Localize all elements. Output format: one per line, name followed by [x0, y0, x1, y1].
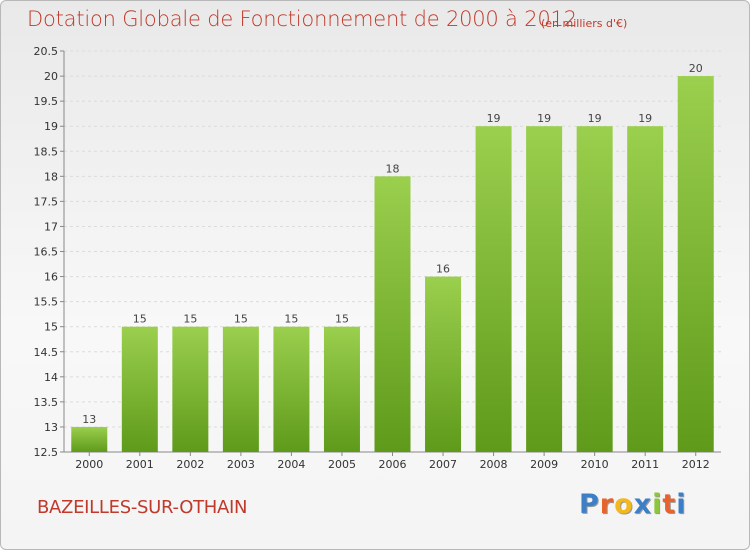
bar-2010: [576, 126, 613, 452]
y-tick-label: 13: [44, 421, 58, 434]
y-tick-label: 15.5: [34, 296, 59, 309]
bar-2000: [71, 426, 108, 452]
y-tick-label: 16: [44, 271, 58, 284]
bar-2009: [526, 126, 563, 452]
commune-name: BAZEILLES-SUR-OTHAIN: [37, 497, 248, 518]
bar-2001: [121, 326, 158, 452]
x-tick-label: 2001: [126, 458, 154, 471]
x-tick-label: 2009: [530, 458, 558, 471]
logo-letter: i: [652, 489, 663, 520]
bar-2003: [222, 326, 259, 452]
y-tick-label: 16.5: [34, 246, 59, 259]
bar-value-label: 15: [234, 313, 248, 326]
bar-value-label: 15: [133, 313, 147, 326]
bars: [71, 76, 714, 452]
chart-subtitle: (en milliers d'€): [541, 17, 628, 30]
proxiti-logo: Proxiti: [579, 489, 699, 525]
y-tick-label: 20.5: [34, 45, 59, 58]
bar-value-label: 19: [537, 112, 551, 125]
bar-value-label: 19: [588, 112, 602, 125]
labels: 12.5 13 13.5 14 14.5 15 15.5 16 16.5 17 17.5 18 18.5…: [34, 45, 710, 471]
bar-value-label: 19: [487, 112, 501, 125]
bar-value-label: 18: [386, 162, 400, 175]
bar-value-label: 15: [335, 313, 349, 326]
x-tick-label: 2002: [176, 458, 204, 471]
x-tick-label: 2010: [581, 458, 609, 471]
chart-title: Dotation Globale de Fonctionnement de 20…: [27, 7, 577, 31]
x-tick-label: 2007: [429, 458, 457, 471]
bar-value-label: 16: [436, 263, 450, 276]
bar-value-label: 13: [82, 413, 96, 426]
logo-letter: o: [614, 489, 634, 520]
bar-value-label: 15: [284, 313, 298, 326]
y-tick-label: 12.5: [34, 446, 59, 459]
x-tick-label: 2000: [75, 458, 103, 471]
logo-letter: t: [662, 489, 677, 520]
bar-2002: [172, 326, 209, 452]
x-tick-label: 2005: [328, 458, 356, 471]
bar-2007: [425, 276, 462, 452]
x-tick-label: 2006: [379, 458, 407, 471]
x-tick-label: 2011: [631, 458, 659, 471]
bar-2011: [627, 126, 664, 452]
logo-letter: i: [676, 489, 687, 520]
bar-2006: [374, 176, 411, 452]
bar-2012: [677, 76, 714, 452]
y-tick-label: 17: [44, 220, 58, 233]
bar-value-label: 19: [638, 112, 652, 125]
y-tick-label: 18: [44, 170, 58, 183]
bar-2008: [475, 126, 512, 452]
logo-letter: x: [633, 489, 653, 520]
y-tick-label: 15: [44, 321, 58, 334]
y-tick-label: 20: [44, 70, 58, 83]
y-tick-label: 14.5: [34, 346, 59, 359]
x-tick-label: 2012: [682, 458, 710, 471]
x-tick-label: 2008: [480, 458, 508, 471]
x-tick-label: 2004: [277, 458, 305, 471]
y-tick-label: 13.5: [34, 396, 59, 409]
bar-value-label: 20: [689, 62, 703, 75]
x-tick-label: 2003: [227, 458, 255, 471]
y-tick-label: 19: [44, 120, 58, 133]
y-tick-label: 19.5: [34, 95, 59, 108]
y-tick-label: 17.5: [34, 195, 59, 208]
bar-2005: [323, 326, 360, 452]
y-tick-label: 18.5: [34, 145, 59, 158]
logo-letter: P: [579, 489, 600, 520]
y-tick-label: 14: [44, 371, 58, 384]
bar-2004: [273, 326, 310, 452]
logo-letter: r: [599, 489, 615, 520]
bar-value-label: 15: [183, 313, 197, 326]
